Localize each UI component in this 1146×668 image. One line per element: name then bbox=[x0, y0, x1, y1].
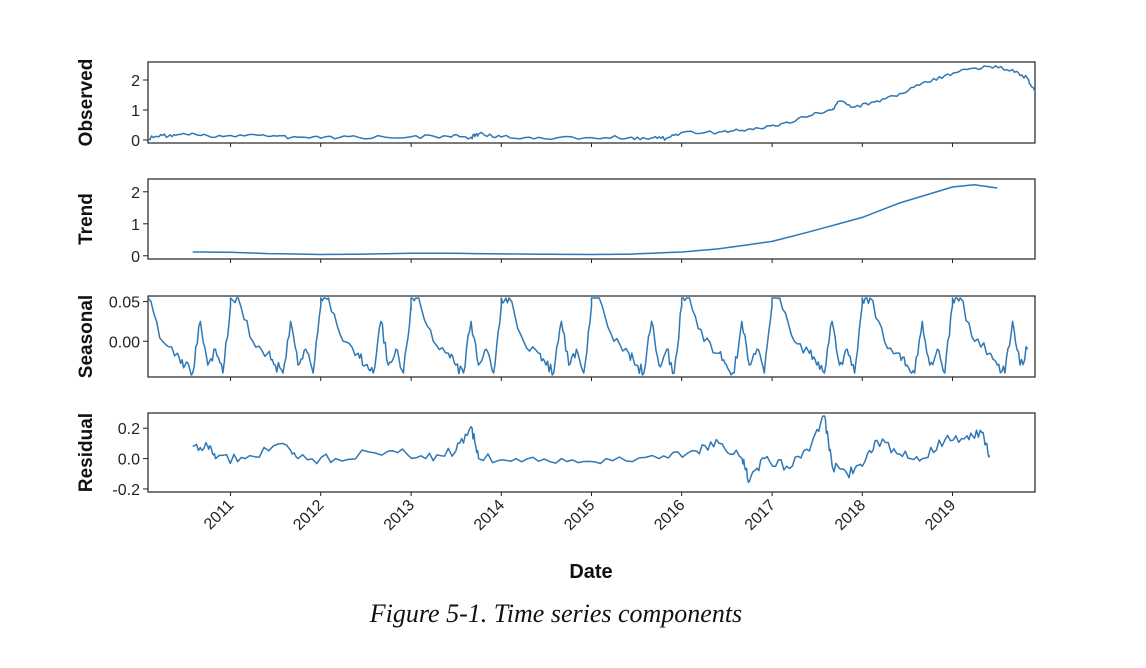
panels-layer: 012Observed012Trend0.050.00Seasonal0.20.… bbox=[76, 59, 1036, 499]
x-tick-label: 2019 bbox=[922, 497, 959, 534]
series-line-observed bbox=[147, 65, 1036, 141]
x-axis-label: Date bbox=[569, 561, 612, 583]
panel-trend: 0 1 2 Trend bbox=[76, 178, 1036, 266]
y-axis-label: Observed bbox=[76, 59, 97, 147]
panel-frame bbox=[147, 61, 1036, 144]
x-axis: 2011 2012 2013 2014 2015 2016 2017 2018 2019 bbox=[201, 497, 959, 534]
x-tick-label: 2013 bbox=[381, 497, 418, 534]
x-tick-label: 2015 bbox=[561, 497, 598, 534]
y-tick-label: 0 bbox=[131, 249, 140, 266]
y-tick-label: 2 bbox=[131, 73, 140, 90]
series-line-seasonal bbox=[147, 297, 1029, 376]
y-tick-label: -0.2 bbox=[112, 482, 140, 499]
series-line-trend bbox=[192, 184, 998, 256]
y-tick-label: 2 bbox=[131, 185, 140, 202]
x-tick-label: 2017 bbox=[742, 497, 779, 534]
y-tick-label: 1 bbox=[131, 217, 140, 234]
y-tick-label: 0.0 bbox=[118, 452, 140, 469]
x-tick-label: 2018 bbox=[832, 497, 869, 534]
y-tick-label: 0 bbox=[131, 133, 140, 150]
x-tick-label: 2014 bbox=[471, 497, 508, 534]
y-tick-label: 0.05 bbox=[109, 295, 140, 312]
y-tick-label: 0.00 bbox=[109, 334, 140, 351]
panel-observed: 0 1 2 Observed bbox=[76, 59, 1036, 150]
y-tick-label: 0.2 bbox=[118, 421, 140, 438]
series-line-residual bbox=[192, 415, 991, 484]
y-axis-label: Seasonal bbox=[76, 295, 97, 378]
figure-caption: Figure 5-1. Time series components bbox=[369, 599, 742, 628]
x-tick-label: 2016 bbox=[651, 497, 688, 534]
y-tick-label: 1 bbox=[131, 103, 140, 120]
panel-frame bbox=[147, 412, 1036, 493]
panel-frame bbox=[147, 178, 1036, 260]
y-axis-label: Residual bbox=[76, 413, 97, 492]
x-tick-label: 2011 bbox=[201, 497, 237, 533]
x-tick-label: 2012 bbox=[290, 497, 327, 534]
panel-seasonal: 0.05 0.00 Seasonal bbox=[76, 295, 1036, 381]
panel-residual: 0.2 0.0 -0.2 Residual bbox=[76, 412, 1036, 499]
y-axis-label: Trend bbox=[76, 193, 97, 245]
